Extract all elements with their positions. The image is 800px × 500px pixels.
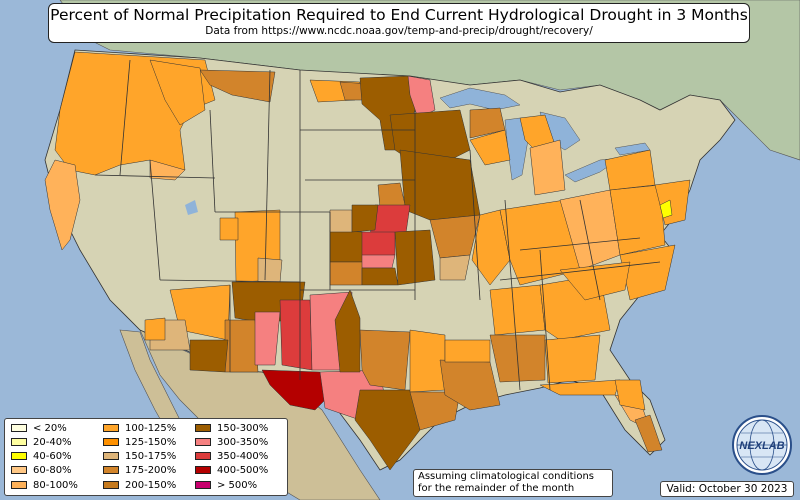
legend-swatch — [103, 438, 119, 446]
legend-label: > 500% — [217, 480, 258, 491]
legend-swatch — [195, 466, 211, 474]
legend-label: 200-150% — [125, 480, 177, 491]
legend-label: 80-100% — [33, 480, 78, 491]
legend-label: 175-200% — [125, 465, 177, 476]
legend-swatch — [103, 424, 119, 432]
legend-label: < 20% — [33, 423, 67, 434]
legend-swatch — [11, 438, 27, 446]
note-line-1: Assuming climatological conditions — [418, 471, 594, 482]
globe-icon: NEXLAB — [732, 415, 792, 475]
drought-regions — [44, 51, 691, 471]
legend-swatch — [11, 424, 27, 432]
legend-swatch — [103, 466, 119, 474]
legend-swatch — [11, 452, 27, 460]
great-salt-lake — [185, 200, 198, 215]
note-line-2: for the remainder of the month — [418, 483, 575, 494]
legend-swatch — [195, 452, 211, 460]
legend-label: 150-300% — [217, 423, 269, 434]
legend-swatch — [195, 481, 211, 489]
legend-label: 350-400% — [217, 451, 269, 462]
lake-superior — [439, 87, 521, 111]
assumption-note: Assuming climatological conditions for t… — [413, 469, 613, 497]
valid-date: Valid: October 30 2023 — [660, 481, 794, 497]
legend-label: 150-175% — [125, 451, 177, 462]
legend-swatch — [103, 481, 119, 489]
legend-label: 400-500% — [217, 465, 269, 476]
title-box: Percent of Normal Precipitation Required… — [48, 3, 750, 43]
legend: < 20% 20-40% 40-60% 60-80% 80-100% 100-1… — [4, 418, 288, 496]
map-title: Percent of Normal Precipitation Required… — [50, 6, 748, 24]
legend-swatch — [11, 466, 27, 474]
logo-text: NEXLAB — [739, 440, 784, 452]
legend-label: 300-350% — [217, 437, 269, 448]
legend-swatch — [195, 424, 211, 432]
state-borders — [94, 59, 661, 391]
legend-swatch — [11, 481, 27, 489]
legend-label: 100-125% — [125, 423, 177, 434]
legend-label: 60-80% — [33, 465, 72, 476]
legend-swatch — [195, 438, 211, 446]
legend-label: 125-150% — [125, 437, 177, 448]
legend-swatch — [103, 452, 119, 460]
map-subtitle: Data from https://www.ncdc.noaa.gov/temp… — [205, 25, 593, 37]
legend-label: 40-60% — [33, 451, 72, 462]
legend-label: 20-40% — [33, 437, 72, 448]
